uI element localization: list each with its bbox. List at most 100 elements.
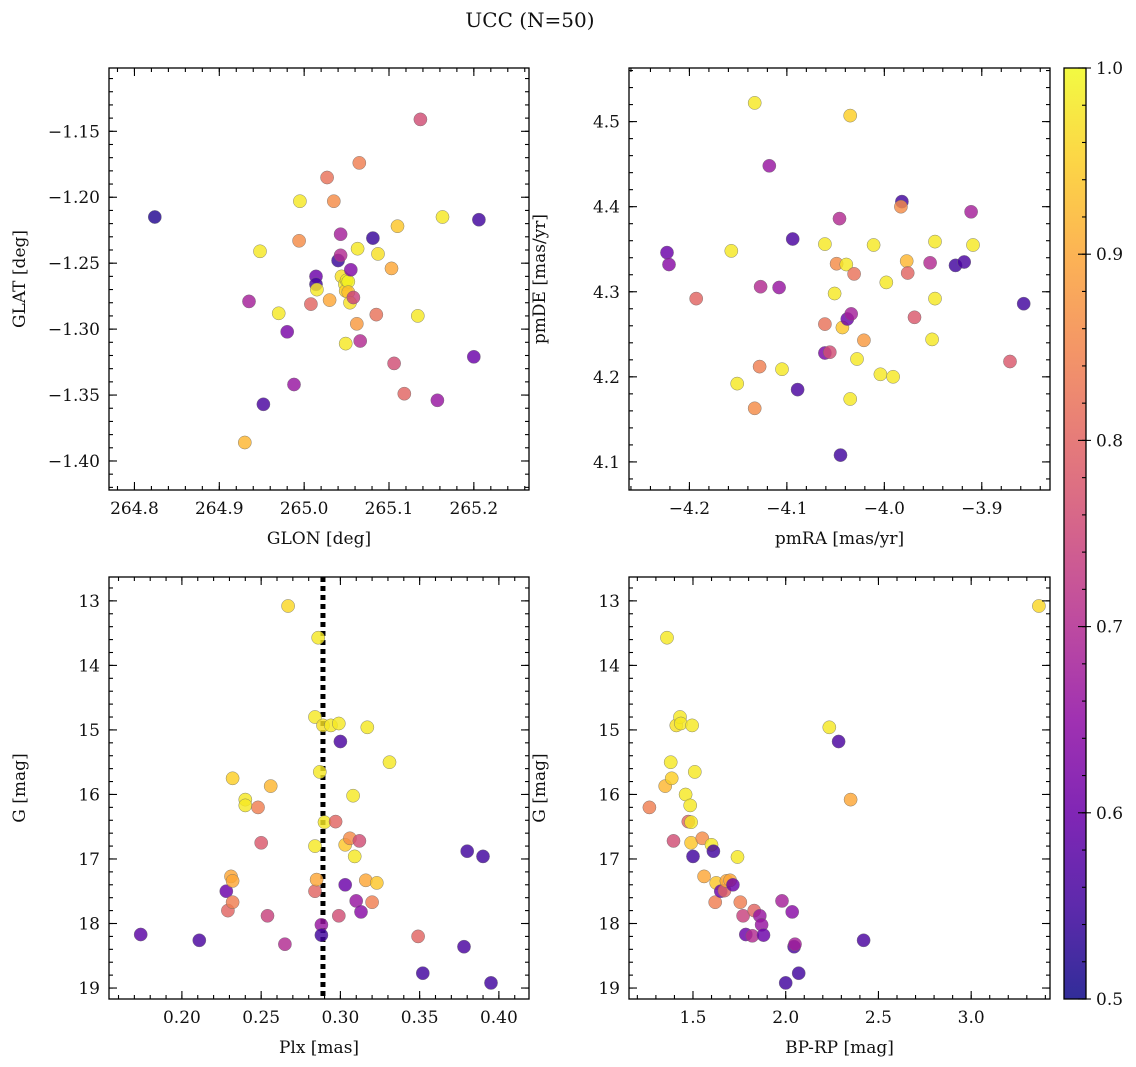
- data-point: [785, 905, 800, 919]
- data-point: [256, 397, 271, 412]
- data-point: [772, 280, 786, 295]
- data-point: [847, 267, 861, 281]
- data-point: [844, 307, 859, 321]
- x-tick-label: 265.1: [365, 499, 414, 519]
- y-axis-label: G [mag]: [10, 753, 30, 822]
- panel-glon-glat: 264.8 264.9 265.0 265.1 265.2 −1.15 −1.20 −1.25…: [10, 67, 530, 549]
- y-tick-label: 4.3: [593, 283, 620, 303]
- data-point: [790, 382, 805, 397]
- data-point: [308, 710, 322, 724]
- data-point: [413, 112, 428, 127]
- data-point: [866, 238, 881, 252]
- data-point: [818, 237, 832, 251]
- data-point: [435, 210, 450, 224]
- data-point: [333, 227, 348, 242]
- data-point: [260, 908, 275, 923]
- data-point: [850, 352, 864, 366]
- scatter-points: [642, 599, 1046, 990]
- data-point: [293, 194, 307, 209]
- data-point: [894, 199, 908, 214]
- x-axis-label: BP-RP [mag]: [785, 1038, 894, 1058]
- y-tick-label: 19: [598, 979, 620, 999]
- data-point: [907, 310, 922, 325]
- data-point: [251, 800, 265, 815]
- data-point: [879, 275, 894, 290]
- data-point: [349, 316, 364, 331]
- data-point: [685, 718, 699, 733]
- data-point: [354, 905, 368, 919]
- data-point: [353, 334, 368, 348]
- data-point: [476, 849, 490, 864]
- y-tick-label: −1.40: [48, 452, 100, 472]
- colorbar: 0.5 0.6 0.7 0.8 0.9 1.0: [1063, 59, 1123, 1010]
- data-point: [683, 798, 698, 813]
- data-point: [328, 814, 343, 829]
- y-tick-label: −1.15: [48, 122, 100, 142]
- x-tick-label: 265.0: [280, 499, 329, 519]
- data-point: [225, 771, 240, 786]
- data-point: [314, 928, 329, 942]
- x-tick-label: −4.2: [669, 499, 710, 519]
- y-tick-label: 4.1: [593, 453, 620, 473]
- data-point: [822, 345, 837, 360]
- data-point: [331, 908, 346, 923]
- data-point: [292, 233, 306, 248]
- data-point: [338, 877, 353, 892]
- data-point: [304, 297, 318, 311]
- data-point: [484, 976, 498, 990]
- data-point: [886, 369, 900, 384]
- data-point: [281, 599, 295, 613]
- data-point: [382, 755, 397, 770]
- data-point: [346, 290, 361, 305]
- data-point: [287, 377, 301, 392]
- x-tick-label: 0.35: [401, 1008, 439, 1028]
- x-tick-label: 0.20: [163, 1008, 201, 1028]
- data-point: [415, 966, 430, 981]
- data-point: [369, 307, 384, 322]
- x-tick-label: −3.9: [961, 499, 1002, 519]
- x-tick-label: −4.0: [864, 499, 905, 519]
- data-point: [352, 834, 367, 848]
- scatter-points: [147, 112, 486, 450]
- data-point: [791, 966, 806, 981]
- data-point: [686, 849, 700, 864]
- data-point: [957, 255, 972, 269]
- data-point: [687, 765, 702, 779]
- y-axis-label: GLAT [deg]: [10, 230, 30, 328]
- axes-frame: [628, 576, 1051, 1000]
- y-tick-label: 18: [78, 915, 100, 935]
- data-point: [642, 800, 657, 815]
- data-point: [333, 734, 348, 749]
- data-point: [242, 294, 256, 309]
- y-tick-label: 16: [598, 785, 620, 805]
- data-point: [369, 876, 384, 890]
- data-point: [843, 108, 858, 123]
- y-tick-label: −1.20: [48, 188, 100, 208]
- data-point: [347, 849, 362, 864]
- data-point: [756, 928, 771, 942]
- data-point: [753, 279, 768, 294]
- data-point: [390, 219, 405, 234]
- data-point: [843, 392, 858, 406]
- data-point: [660, 245, 674, 260]
- data-point: [147, 210, 162, 224]
- data-point: [827, 286, 842, 301]
- x-tick-label: 0.25: [242, 1008, 280, 1028]
- x-tick-label: 2.5: [865, 1008, 892, 1028]
- data-point: [1016, 296, 1031, 311]
- data-point: [320, 170, 334, 185]
- data-point: [253, 244, 267, 259]
- x-axis-label: Plx [mas]: [279, 1038, 359, 1058]
- data-point: [338, 336, 353, 351]
- panel-bprp-g: 1.5 2.0 2.5 3.0 13 14 15 16 17 18 19 BP-RP [mag] G […: [530, 576, 1051, 1058]
- data-point: [346, 788, 360, 803]
- panels: 264.8 264.9 265.0 265.1 265.2 −1.15 −1.20 −1.25…: [10, 67, 1051, 1058]
- data-point: [733, 895, 748, 910]
- data-point: [133, 927, 148, 942]
- x-axis-label: GLON [deg]: [267, 529, 371, 549]
- data-point: [387, 356, 401, 371]
- data-point: [365, 895, 379, 910]
- data-point: [966, 238, 980, 252]
- data-point: [839, 257, 854, 272]
- axes-frame: [108, 67, 530, 491]
